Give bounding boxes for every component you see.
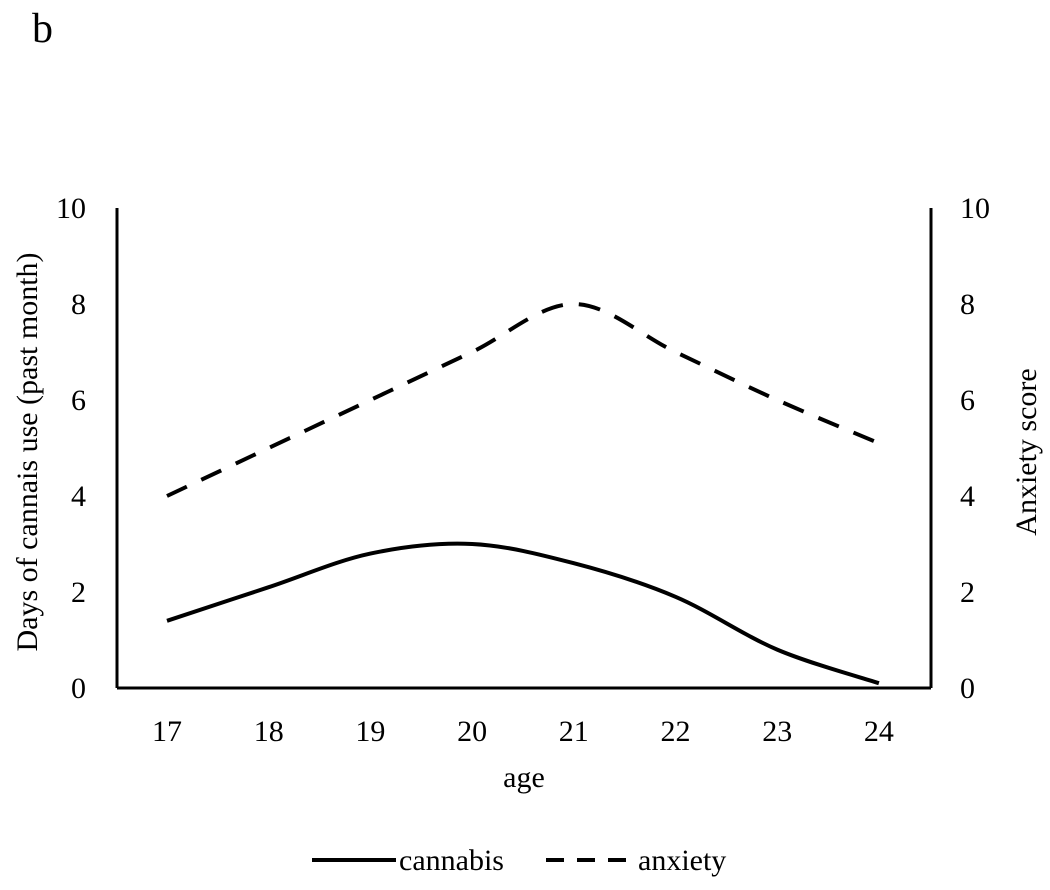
x-tick-label: 24 xyxy=(864,715,894,748)
y-right-tick-label: 6 xyxy=(960,384,975,417)
left-y-axis-title: Days of cannais use (past month) xyxy=(11,252,44,651)
x-axis-title: age xyxy=(503,761,545,794)
y-right-tick-label: 2 xyxy=(960,576,975,609)
y-left-tick-label: 6 xyxy=(71,384,86,417)
legend: cannabis anxiety xyxy=(312,844,726,877)
x-tick-label: 18 xyxy=(254,715,284,748)
series-layer xyxy=(166,301,880,686)
y-right-tick-label: 0 xyxy=(960,672,975,705)
y-right-tick-label: 10 xyxy=(960,192,990,225)
y-left-tick-label: 0 xyxy=(71,672,86,705)
series-line-anxiety xyxy=(166,301,880,498)
y-left-tick-label: 10 xyxy=(56,192,86,225)
x-tick-label: 22 xyxy=(661,715,691,748)
series-line-cannabis xyxy=(166,541,880,686)
y-right-tick-label: 4 xyxy=(960,480,975,513)
y-right-ticks: 0 2 4 6 8 10 xyxy=(960,192,990,705)
x-tick-label: 17 xyxy=(152,715,182,748)
legend-label-anxiety: anxiety xyxy=(638,844,726,877)
legend-label-cannabis: cannabis xyxy=(399,844,504,877)
y-left-tick-label: 2 xyxy=(71,576,86,609)
y-left-ticks: 0 2 4 6 8 10 xyxy=(56,192,86,705)
x-ticks: 17 18 19 20 21 22 23 24 xyxy=(152,715,894,748)
y-right-tick-label: 8 xyxy=(960,288,975,321)
axes xyxy=(115,208,933,690)
y-left-tick-label: 4 xyxy=(71,480,86,513)
x-tick-label: 21 xyxy=(559,715,589,748)
y-left-tick-label: 8 xyxy=(71,288,86,321)
x-tick-label: 23 xyxy=(762,715,792,748)
right-y-axis-title: Anxiety score xyxy=(1010,368,1043,535)
panel-label: b xyxy=(32,6,53,52)
x-tick-label: 20 xyxy=(457,715,487,748)
x-tick-label: 19 xyxy=(355,715,385,748)
